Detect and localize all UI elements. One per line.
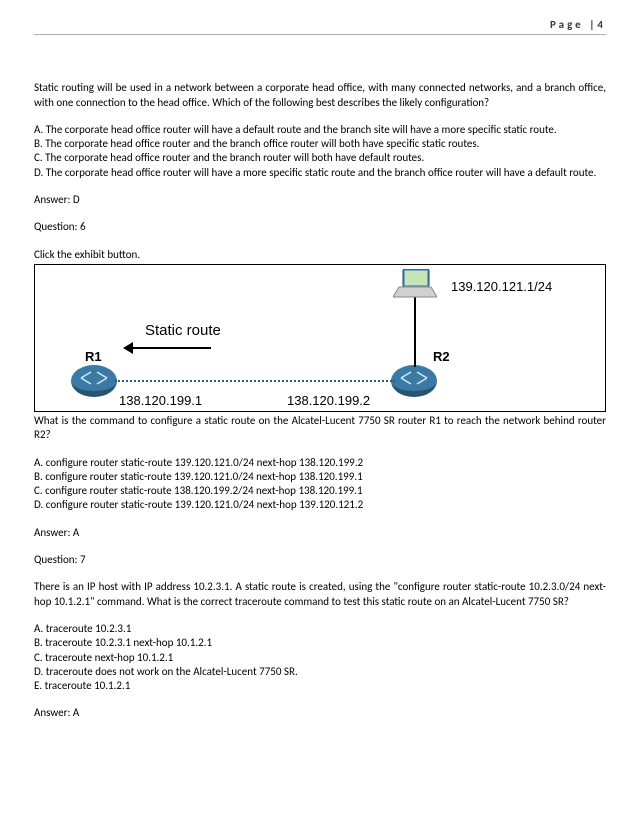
q7-options: A. traceroute 10.2.3.1 B. traceroute 10.… (34, 622, 606, 693)
r1-ip: 138.120.199.1 (119, 393, 202, 410)
q6-option-d: D. configure router static-route 139.120… (34, 498, 606, 512)
q7-stem: There is an IP host with IP address 10.2… (34, 580, 606, 609)
laptop-icon (393, 269, 437, 299)
q6-option-c: C. configure router static-route 138.120… (34, 484, 606, 498)
r1-label: R1 (85, 349, 102, 366)
q7-option-a: A. traceroute 10.2.3.1 (34, 622, 606, 636)
static-route-arrow (127, 347, 211, 349)
q6-option-a: A. configure router static-route 139.120… (34, 456, 606, 470)
q7-label: Question: 7 (34, 553, 606, 567)
q6-answer: Answer: A (34, 526, 606, 540)
r2-ip: 138.120.199.2 (287, 393, 370, 410)
q6-label: Question: 6 (34, 220, 606, 234)
q6-prompt: Click the exhibit button. (34, 248, 606, 262)
q6-stem: What is the command to configure a stati… (34, 414, 606, 443)
q7-option-b: B. traceroute 10.2.3.1 next-hop 10.1.2.1 (34, 636, 606, 650)
host-ip: 139.120.121.1/24 (451, 279, 552, 296)
q5-option-d: D. The corporate head office router will… (34, 166, 606, 180)
q7-option-e: E. traceroute 10.1.2.1 (34, 679, 606, 693)
q7-option-d: D. traceroute does not work on the Alcat… (34, 665, 606, 679)
q7-answer: Answer: A (34, 706, 606, 720)
q5-option-a: A. The corporate head office router will… (34, 123, 606, 137)
r2-label: R2 (433, 349, 450, 366)
router-r2-icon (391, 365, 437, 397)
exhibit-image: Static route R1 138.120.199.1 R2 138.120… (34, 264, 606, 412)
q5-stem: Static routing will be used in a network… (34, 81, 606, 110)
q5-answer: Answer: D (34, 193, 606, 207)
q6-option-b: B. configure router static-route 139.120… (34, 470, 606, 484)
router-r1-icon (71, 365, 117, 397)
static-route-label: Static route (145, 321, 221, 341)
q5-option-c: C. The corporate head office router and … (34, 151, 606, 165)
page-header: Page |4 (34, 18, 606, 35)
q5-options: A. The corporate head office router will… (34, 123, 606, 180)
q6-options: A. configure router static-route 139.120… (34, 456, 606, 513)
link-r2-host (414, 295, 416, 367)
q5-option-b: B. The corporate head office router and … (34, 137, 606, 151)
q7-option-c: C. traceroute next-hop 10.1.2.1 (34, 651, 606, 665)
link-r1-r2 (115, 380, 395, 382)
